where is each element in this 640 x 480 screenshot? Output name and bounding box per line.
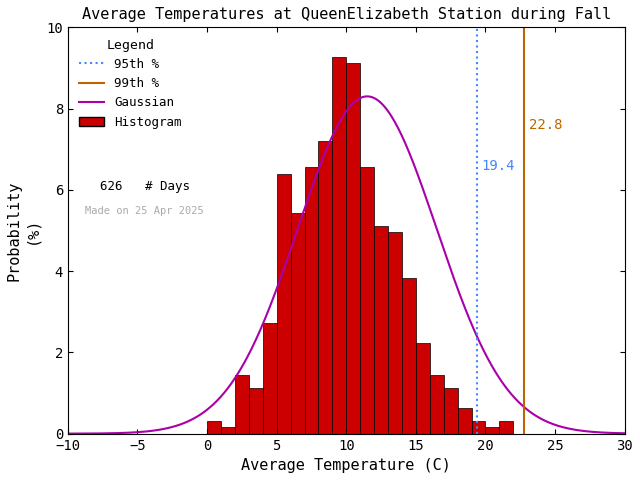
Bar bbox=[263, 323, 276, 433]
Bar bbox=[360, 168, 374, 433]
Bar bbox=[276, 174, 291, 433]
Title: Average Temperatures at QueenElizabeth Station during Fall: Average Temperatures at QueenElizabeth S… bbox=[82, 7, 611, 22]
Text: 19.4: 19.4 bbox=[481, 158, 515, 172]
Bar bbox=[458, 408, 472, 433]
Bar bbox=[402, 278, 416, 433]
Bar bbox=[430, 375, 444, 433]
Text: Made on 25 Apr 2025: Made on 25 Apr 2025 bbox=[84, 206, 204, 216]
X-axis label: Average Temperature (C): Average Temperature (C) bbox=[241, 458, 451, 473]
Legend: 95th %, 99th %, Gaussian, Histogram: 95th %, 99th %, Gaussian, Histogram bbox=[74, 34, 187, 133]
Text: 22.8: 22.8 bbox=[529, 118, 562, 132]
Bar bbox=[207, 420, 221, 433]
Text: 626   # Days: 626 # Days bbox=[84, 180, 189, 193]
Bar bbox=[388, 232, 402, 433]
Bar bbox=[221, 427, 235, 433]
Bar bbox=[486, 427, 499, 433]
Bar bbox=[291, 213, 305, 433]
Bar bbox=[319, 142, 332, 433]
Y-axis label: Probability
(%): Probability (%) bbox=[7, 180, 39, 281]
Bar bbox=[416, 343, 430, 433]
Bar bbox=[374, 226, 388, 433]
Bar bbox=[235, 375, 249, 433]
Bar bbox=[332, 57, 346, 433]
Bar bbox=[499, 420, 513, 433]
Bar bbox=[305, 168, 319, 433]
Bar bbox=[346, 63, 360, 433]
Bar bbox=[444, 388, 458, 433]
Bar bbox=[472, 420, 486, 433]
Bar bbox=[249, 388, 263, 433]
